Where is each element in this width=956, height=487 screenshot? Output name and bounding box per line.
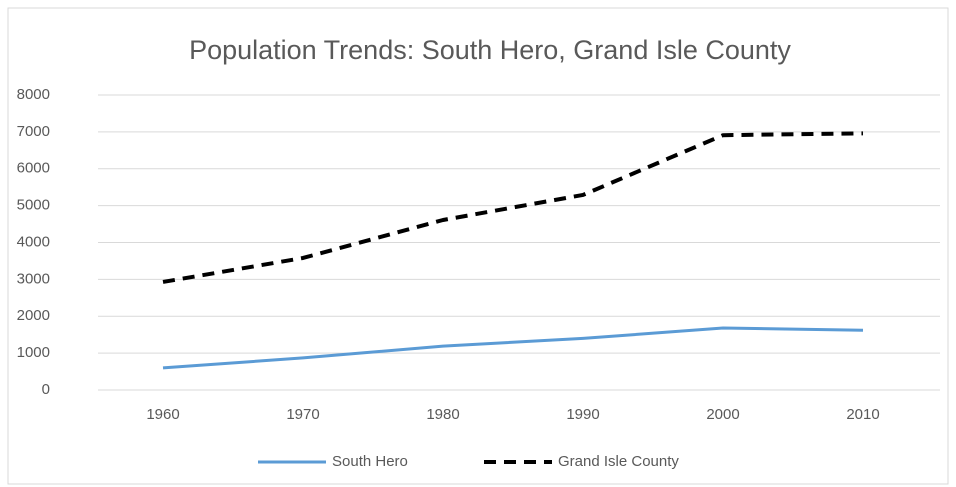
y-tick-label: 4000 — [17, 233, 50, 250]
data-line — [162, 326, 864, 370]
chart-frame — [7, 7, 949, 485]
x-tick-label: 1990 — [566, 406, 599, 423]
y-tick-label: 6000 — [17, 160, 50, 177]
x-tick-label: 2010 — [846, 406, 879, 423]
legend-label: South Hero — [332, 453, 408, 470]
y-tick-label: 3000 — [17, 270, 50, 287]
data-line — [162, 131, 864, 284]
legend-label: Grand Isle County — [558, 453, 679, 470]
y-tick-label: 8000 — [17, 86, 50, 103]
y-tick-label: 1000 — [17, 344, 50, 361]
y-tick-label: 0 — [42, 381, 50, 398]
x-tick-label: 1980 — [426, 406, 459, 423]
chart-title: Population Trends: South Hero, Grand Isl… — [189, 35, 791, 65]
y-tick-label: 5000 — [17, 197, 50, 214]
x-tick-label: 2000 — [706, 406, 739, 423]
x-tick-label: 1970 — [286, 406, 319, 423]
x-tick-label: 1960 — [146, 406, 179, 423]
y-tick-label: 2000 — [17, 307, 50, 324]
y-tick-label: 7000 — [17, 123, 50, 140]
